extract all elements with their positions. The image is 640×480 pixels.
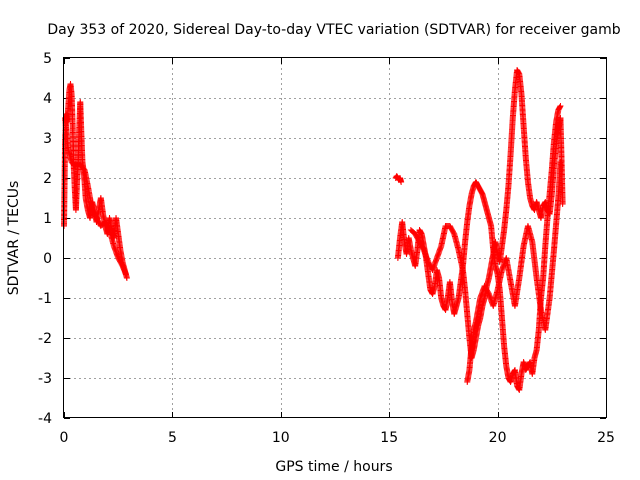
x-tick-label: 15 <box>380 430 398 446</box>
y-tick-label: -3 <box>38 371 52 387</box>
x-axis-label: GPS time / hours <box>275 459 392 475</box>
chart-title: Day 353 of 2020, Sidereal Day-to-day VTE… <box>47 22 620 38</box>
y-tick-label: 5 <box>43 51 52 67</box>
data-point <box>123 275 130 281</box>
x-tick-label: 10 <box>272 430 290 446</box>
y-tick-label: 0 <box>43 251 52 267</box>
x-tick-label: 25 <box>597 430 615 446</box>
plot-frame <box>63 57 607 418</box>
x-tick-label: 0 <box>60 430 69 446</box>
grid-lines <box>64 58 606 418</box>
tick-labels: 0 5 10 15 20 25 -4 -3 -2 -1 0 1 2 3 4 5 <box>38 51 615 446</box>
y-tick-label: -2 <box>38 331 52 347</box>
data-point <box>557 159 564 165</box>
x-tick-label: 5 <box>168 430 177 446</box>
data-point <box>557 103 564 109</box>
y-tick-label: -1 <box>38 291 52 307</box>
data-point <box>122 271 129 277</box>
data-series-sdtvar <box>61 67 566 393</box>
y-axis-label: SDTVAR / TECUs <box>6 181 22 296</box>
y-tick-label: 3 <box>43 131 52 147</box>
y-tick-label: -4 <box>38 411 52 427</box>
x-tick-label: 20 <box>489 430 507 446</box>
y-tick-label: 1 <box>43 211 52 227</box>
data-point <box>556 104 563 110</box>
y-tick-label: 2 <box>43 171 52 187</box>
data-point <box>398 179 405 185</box>
y-tick-label: 4 <box>43 91 52 107</box>
